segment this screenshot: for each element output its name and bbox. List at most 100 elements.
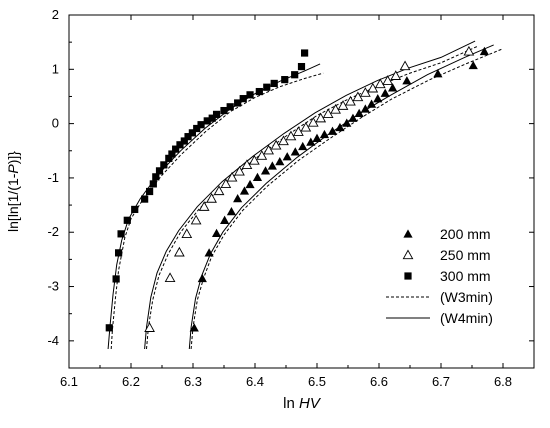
legend-item-3-label: 300 mm [440, 268, 491, 284]
y-axis-label: ln[ln[1/(1-P)]} [5, 151, 21, 232]
data-point-250-mm [263, 144, 275, 155]
x-tick-label: 6.5 [308, 374, 326, 389]
data-point-300-mm [117, 230, 125, 238]
data-point-250-mm [213, 185, 225, 196]
y-tick-label: -2 [47, 224, 59, 239]
data-point-300-mm [168, 150, 176, 158]
legend-item-5-label: (W4min) [440, 310, 493, 326]
data-point-200-mm [354, 108, 364, 117]
y-tick-label: -4 [47, 333, 59, 348]
data-point-250-mm [463, 45, 475, 56]
data-point-250-mm [399, 60, 411, 71]
data-point-300-mm [180, 137, 188, 145]
data-point-250-mm [256, 150, 268, 160]
data-point-200-mm [282, 152, 292, 161]
data-point-200-mm [290, 147, 300, 156]
data-point-200-mm [380, 88, 390, 97]
data-point-300-mm [239, 95, 247, 103]
data-point-200-mm [211, 228, 222, 237]
w4min-fit-curve-3 [188, 44, 494, 350]
axes-group: 6.1 6.2 6.3 6.4 6.5 6.6 6.7 6.8 -4 -3 -2 -1 0 1 2 ln HV… [5, 7, 534, 412]
data-point-250-mm [206, 193, 217, 203]
data-point-300-mm [193, 124, 201, 133]
x-tick-label: 6.7 [432, 374, 450, 389]
data-point-200-mm [197, 273, 207, 283]
data-point-300-mm [105, 324, 113, 332]
data-point-200-mm [298, 141, 308, 151]
data-point-300-mm [297, 62, 306, 71]
data-point-250-mm [374, 78, 386, 89]
data-point-300-mm [131, 205, 139, 214]
data-point-200-mm [220, 215, 230, 224]
data-point-200-mm [433, 69, 443, 78]
data-point-300-mm [246, 91, 254, 99]
x-tick-label: 6.4 [246, 374, 264, 389]
y-tick-label: 2 [52, 7, 59, 22]
x-tick-label: 6.1 [60, 374, 78, 389]
x-axis-label: ln HV [283, 395, 322, 412]
data-point-200-mm [306, 137, 316, 146]
data-point-300-mm [263, 83, 271, 91]
data-point-250-mm [198, 201, 210, 211]
data-point-200-mm [267, 161, 277, 170]
plot-frame-group [68, 14, 535, 369]
data-point-250-mm [181, 228, 193, 238]
data-point-300-mm [112, 275, 120, 283]
data-point-200-mm [468, 60, 478, 70]
legend-item-2-marker [402, 249, 414, 260]
data-point-200-mm [373, 94, 383, 103]
legend-item-1-label: 200 mm [440, 226, 491, 242]
data-point-250-mm [173, 246, 185, 257]
data-point-300-mm [220, 106, 228, 115]
legend-item-3-marker [404, 272, 412, 280]
data-point-200-mm [226, 206, 237, 216]
y-tick-label: 0 [52, 116, 59, 131]
w4min-fit-curve-2 [144, 40, 476, 350]
data-point-300-mm [184, 133, 192, 141]
legend: 200 mm 250 mm 300 mm (W3min) (W4min) [386, 226, 493, 326]
data-point-250-mm [278, 135, 289, 146]
data-point-200-mm [204, 248, 214, 257]
data-point-200-mm [275, 157, 285, 166]
data-point-300-mm [160, 161, 168, 169]
data-point-300-mm [234, 99, 242, 107]
data-point-300-mm [172, 145, 180, 153]
x-tick-label: 6.8 [494, 374, 512, 389]
data-point-300-mm [255, 87, 263, 96]
data-point-200-mm [335, 122, 345, 132]
data-point-300-mm [212, 110, 221, 118]
data-point-300-mm [301, 49, 309, 57]
x-tick-label: 6.6 [370, 374, 388, 389]
x-tick-label: 6.2 [122, 374, 140, 389]
data-point-200-mm [233, 193, 243, 203]
legend-item-2-label: 250 mm [440, 247, 491, 263]
y-tick-label: -1 [47, 170, 59, 185]
w4min-fit-curve-1 [107, 63, 321, 350]
data-point-200-mm [388, 83, 398, 92]
data-point-200-mm [260, 166, 271, 175]
x-tick-label: 6.3 [184, 374, 202, 389]
data-point-300-mm [270, 79, 278, 88]
data-point-200-mm [319, 129, 330, 139]
legend-item-1-marker [403, 229, 413, 238]
data-point-300-mm [149, 180, 157, 188]
data-point-250-mm [226, 171, 238, 182]
data-point-200-mm [479, 46, 489, 56]
legend-item-4-label: (W3min) [440, 289, 493, 305]
data-point-200-mm [252, 172, 263, 182]
data-point-300-mm [146, 187, 154, 196]
data-point-300-mm [165, 154, 173, 162]
data-point-300-mm [226, 103, 234, 111]
data-points-group [105, 45, 489, 332]
data-point-300-mm [281, 76, 289, 84]
data-point-250-mm [190, 214, 202, 225]
w3min-fit-curve-1 [110, 72, 324, 350]
data-point-200-mm [360, 104, 370, 113]
data-point-300-mm [155, 167, 164, 175]
plot-frame [68, 14, 535, 369]
data-point-300-mm [208, 114, 216, 122]
data-point-200-mm [245, 179, 255, 189]
data-point-300-mm [176, 141, 184, 149]
w3min-fit-curve-3 [190, 48, 504, 350]
